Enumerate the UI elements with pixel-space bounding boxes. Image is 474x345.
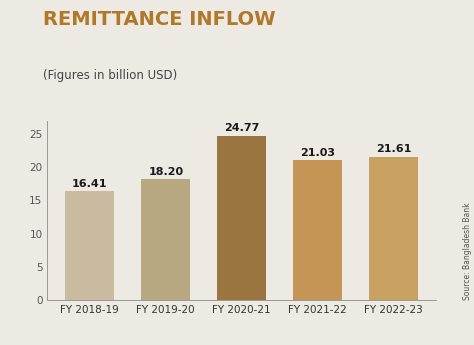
Text: REMITTANCE INFLOW: REMITTANCE INFLOW <box>43 10 275 29</box>
Bar <box>65 191 114 300</box>
Bar <box>293 160 342 300</box>
Text: 21.03: 21.03 <box>300 148 335 158</box>
Text: 24.77: 24.77 <box>224 123 259 133</box>
Text: 21.61: 21.61 <box>376 144 411 154</box>
Text: 18.20: 18.20 <box>148 167 183 177</box>
Text: Source: Bangladesh Bank: Source: Bangladesh Bank <box>463 203 472 300</box>
Bar <box>141 179 191 300</box>
Text: (Figures in billion USD): (Figures in billion USD) <box>43 69 177 82</box>
Bar <box>217 136 266 300</box>
Text: 16.41: 16.41 <box>72 179 108 189</box>
Bar <box>369 157 419 300</box>
